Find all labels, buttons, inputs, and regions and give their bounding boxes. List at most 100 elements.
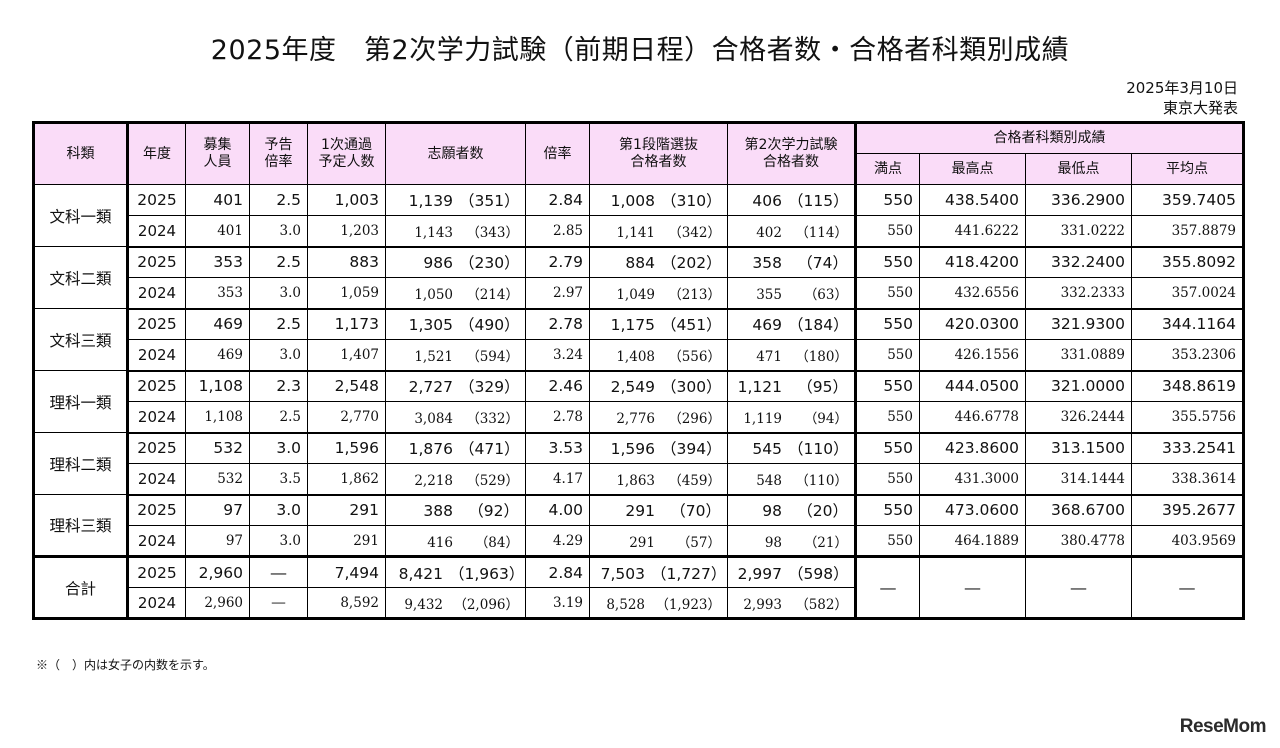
count-total: 98 [764,534,782,551]
count-female: （351） [459,192,520,210]
avg-score-cell: 338.3614 [1131,463,1244,496]
year-cell: 2024 [127,587,186,619]
count-female: （230） [459,254,520,273]
count-total: 1,876 [408,440,453,459]
min-score-cell: 368.6700 [1025,494,1132,526]
year-cell: 2025 [127,432,186,464]
ratio-cell: 2.84 [525,184,590,216]
count-total: 1,139 [408,192,453,210]
max-score-cell: 431.3000 [919,463,1026,496]
count-total: 2,727 [408,378,453,397]
stage2-pass-cell: 2,993 （582） [727,587,857,619]
forecast-ratio-cell: 3.5 [249,463,308,496]
full-score-cell: 550 [855,494,920,526]
avg-score-cell: 355.5756 [1131,401,1244,434]
count-female: （63） [803,286,848,303]
header-ratio: 倍率 [525,122,590,185]
max-score-dash: ― [919,555,1026,619]
count-female: （1,963） [449,564,525,583]
count-total: 1,141 [616,224,655,241]
header-score-group: 合格者科類別成績 [855,122,1244,154]
ratio-cell: 2.46 [525,370,590,402]
count-female: （21） [803,534,848,551]
total-row: 合計 2025 2,960 ― 7,494 8,421 （1,963） 2.84 7,503 （1… [33,555,1244,619]
count-female: （95） [797,378,848,397]
stage2-pass-cell: 548 （110） [727,463,857,496]
ratio-cell: 2.78 [525,308,590,340]
stage2-pass-cell: 2,997 （598） [727,555,857,588]
category-cell: 文科三類 [33,308,129,371]
recruit-cell: 2,960 [185,555,250,588]
count-total: 2,993 [743,596,782,613]
year-cell: 2024 [127,463,186,496]
full-score-cell: 550 [855,463,920,496]
recruit-cell: 401 [185,184,250,216]
forecast-ratio-cell: 2.5 [249,246,308,278]
forecast-ratio-cell: 3.0 [249,215,308,248]
forecast-ratio-cell: ― [249,587,308,619]
table-row: 理科一類 2025 1,108 2.3 2,548 2,727 （329） 2.46 2,549… [33,370,1244,433]
results-table: 科類 年度 募集 人員 予告 倍率 1次通過 予定人数 志願者数 倍率 第1段階… [32,121,1245,620]
applicants-cell: 1,521 （594） [385,339,526,372]
first-pass-plan-cell: 2,548 [307,370,386,402]
table-row: 2024 469 3.0 1,407 1,521 （594） 3.24 1,408 （556） 4… [34,339,1244,372]
recruit-cell: 353 [185,246,250,278]
forecast-ratio-cell: 3.0 [249,339,308,372]
ratio-cell: 2.85 [525,215,590,248]
count-female: （300） [661,378,722,397]
avg-score-cell: 357.0024 [1131,277,1244,310]
year-cell: 2024 [127,215,186,248]
stage1-pass-cell: 1,049 （213） [589,277,728,310]
table-row: 2024 97 3.0 291 416 （84） 4.29 291 （57） 98 （21） 550 4… [34,525,1244,558]
count-female: （332） [466,410,519,427]
count-total: 545 [752,440,782,459]
count-female: （556） [668,348,721,365]
first-pass-plan-cell: 1,596 [307,432,386,464]
ratio-cell: 4.00 [525,494,590,526]
count-total: 1,049 [616,286,655,303]
recruit-cell: 1,108 [185,401,250,434]
stage2-pass-cell: 471 （180） [727,339,857,372]
header-full-score: 満点 [855,153,920,185]
count-total: 358 [752,254,782,273]
count-female: （598） [788,564,849,583]
full-score-cell: 550 [855,370,920,402]
count-female: （459） [668,472,721,489]
avg-score-cell: 353.2306 [1131,339,1244,372]
year-cell: 2025 [127,184,186,216]
year-cell: 2025 [127,370,186,402]
year-cell: 2025 [127,246,186,278]
table-row: 2024 353 3.0 1,059 1,050 （214） 2.97 1,049 （213） 3… [34,277,1244,310]
count-total: 1,521 [414,348,453,365]
table-row: 2024 1,108 2.5 2,770 3,084 （332） 2.78 2,776 （296… [34,401,1244,434]
count-female: （490） [459,316,520,335]
count-female: （94） [803,410,848,427]
min-score-cell: 331.0222 [1025,215,1132,248]
table-body: 文科一類 2025 401 2.5 1,003 1,139 （351） 2.84 1,008 （3… [33,184,1244,619]
footnote: ※（ ）内は女子の内数を示す。 [36,658,215,672]
stage1-pass-cell: 1,141 （342） [589,215,728,248]
ratio-cell: 3.24 [525,339,590,372]
recruit-cell: 532 [185,432,250,464]
max-score-cell: 473.0600 [919,494,1026,526]
applicants-cell: 2,218 （529） [385,463,526,496]
count-female: （529） [466,472,519,489]
full-score-cell: 550 [855,339,920,372]
applicants-cell: 1,139 （351） [385,184,526,216]
header-stage2-pass-label: 第2次学力試験 合格者数 [744,137,838,170]
max-score-cell: 444.0500 [919,370,1026,402]
count-total: 291 [629,534,655,551]
max-score-cell: 432.6556 [919,277,1026,310]
table-row: 文科二類 2025 353 2.5 883 986 （230） 2.79 884 （202） 358… [33,246,1244,309]
stage1-pass-cell: 8,528 （1,923） [589,587,728,619]
avg-score-cell: 359.7405 [1131,184,1244,216]
publisher: 東京大発表 [1162,99,1238,117]
header-first-pass-plan-label: 1次通過 予定人数 [318,137,375,170]
count-total: 2,997 [737,564,782,583]
header-forecast-ratio-label: 予告 倍率 [264,137,293,170]
count-female: （394） [661,440,722,459]
min-score-cell: 313.1500 [1025,432,1132,464]
count-total: 1,119 [743,410,782,427]
year-cell: 2025 [127,308,186,340]
forecast-ratio-cell: 3.0 [249,432,308,464]
